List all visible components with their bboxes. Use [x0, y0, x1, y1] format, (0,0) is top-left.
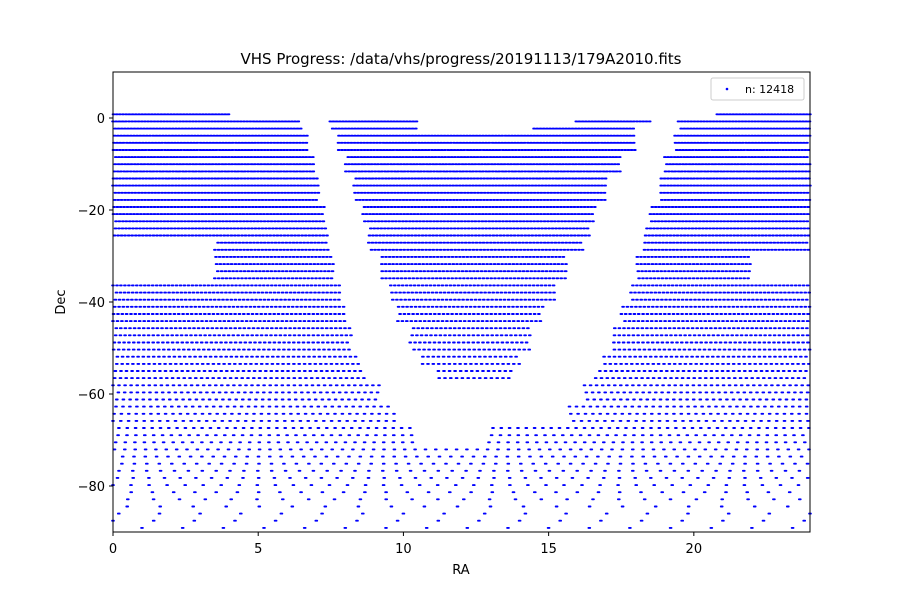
legend-marker [725, 87, 729, 91]
chart-title: VHS Progress: /data/vhs/progress/2019111… [241, 50, 682, 68]
data-points [111, 113, 812, 529]
y-axis-label: Dec [54, 289, 69, 314]
legend-box [710, 77, 805, 101]
series-points [111, 113, 812, 529]
x-axis-label: RA [452, 563, 470, 578]
plot-frame [112, 71, 811, 533]
x-tick-label: 5 [254, 542, 262, 557]
legend: n: 12418 [710, 77, 805, 101]
y-tick-label: 0 [97, 112, 105, 127]
x-tick-label: 15 [540, 542, 557, 557]
y-axis: 0 −20 −40 −60 −80 [78, 112, 113, 495]
y-tick-label: −80 [78, 480, 105, 495]
x-axis: 0 5 10 15 20 [109, 532, 702, 557]
x-tick-label: 10 [395, 542, 412, 557]
y-tick-label: −20 [78, 204, 105, 219]
legend-entry: n: 12418 [745, 83, 794, 96]
x-tick-label: 20 [686, 542, 703, 557]
x-tick-label: 0 [109, 542, 117, 557]
y-tick-label: −60 [78, 388, 105, 403]
y-tick-label: −40 [78, 296, 105, 311]
